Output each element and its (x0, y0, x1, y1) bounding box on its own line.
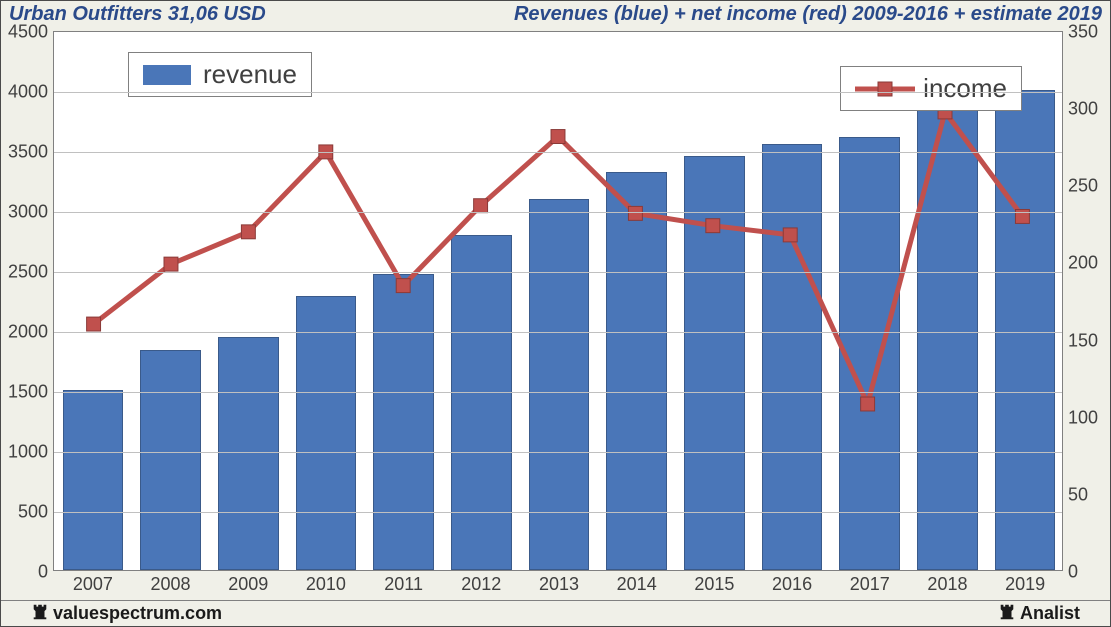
ytick-right: 250 (1068, 176, 1098, 197)
xtick: 2019 (1005, 574, 1045, 595)
gridline (54, 332, 1062, 333)
ytick-right: 50 (1068, 484, 1088, 505)
gridline (54, 452, 1062, 453)
xtick: 2012 (461, 574, 501, 595)
ytick-right: 150 (1068, 330, 1098, 351)
ytick-left: 2500 (8, 262, 48, 283)
ytick-left: 3500 (8, 142, 48, 163)
ytick-left: 1500 (8, 382, 48, 403)
footer-left: valuespectrum.com (31, 603, 222, 624)
ytick-left: 4500 (8, 22, 48, 43)
income-marker (783, 228, 797, 242)
xtick: 2011 (384, 574, 423, 595)
ytick-left: 500 (18, 502, 48, 523)
footer-right-text: Analist (1020, 603, 1080, 623)
xtick: 2010 (306, 574, 346, 595)
income-marker (628, 206, 642, 220)
gridline (54, 272, 1062, 273)
income-marker (551, 130, 565, 144)
income-marker (87, 317, 101, 331)
income-marker (861, 397, 875, 411)
gridline (54, 92, 1062, 93)
income-marker (396, 279, 410, 293)
xtick: 2007 (73, 574, 113, 595)
ytick-left: 1000 (8, 442, 48, 463)
chart-container: Urban Outfitters 31,06 USD Revenues (blu… (0, 0, 1111, 627)
footer-right: Analist (998, 603, 1080, 624)
legend-revenue-swatch (143, 65, 191, 85)
ytick-right: 300 (1068, 99, 1098, 120)
footer-bar: valuespectrum.com Analist (1, 600, 1110, 626)
legend-income-label: income (923, 73, 1007, 104)
ytick-left: 4000 (8, 82, 48, 103)
plot-area: revenue income 0500100015002000250030003… (53, 31, 1063, 571)
xtick: 2014 (617, 574, 657, 595)
xtick: 2016 (772, 574, 812, 595)
legend-income: income (840, 66, 1022, 111)
income-marker (706, 219, 720, 233)
xtick: 2015 (694, 574, 734, 595)
ytick-right: 100 (1068, 407, 1098, 428)
xtick: 2017 (850, 574, 890, 595)
ytick-left: 0 (38, 562, 48, 583)
rook-icon (998, 603, 1016, 621)
gridline (54, 152, 1062, 153)
ytick-right: 350 (1068, 22, 1098, 43)
gridline (54, 512, 1062, 513)
income-marker (474, 199, 488, 213)
legend-income-marker (855, 79, 915, 99)
ytick-right: 200 (1068, 253, 1098, 274)
legend-revenue: revenue (128, 52, 312, 97)
ytick-right: 0 (1068, 562, 1078, 583)
income-line (94, 112, 1023, 404)
income-line-svg (54, 32, 1062, 570)
xtick: 2008 (151, 574, 191, 595)
ytick-left: 2000 (8, 322, 48, 343)
gridline (54, 212, 1062, 213)
xtick: 2018 (927, 574, 967, 595)
legend-revenue-label: revenue (203, 59, 297, 90)
xtick: 2013 (539, 574, 579, 595)
gridline (54, 392, 1062, 393)
title-right: Revenues (blue) + net income (red) 2009-… (514, 3, 1102, 26)
xtick: 2009 (228, 574, 268, 595)
rook-icon (31, 603, 49, 621)
income-marker (241, 225, 255, 239)
ytick-left: 3000 (8, 202, 48, 223)
footer-left-text: valuespectrum.com (53, 603, 222, 623)
income-marker (164, 257, 178, 271)
